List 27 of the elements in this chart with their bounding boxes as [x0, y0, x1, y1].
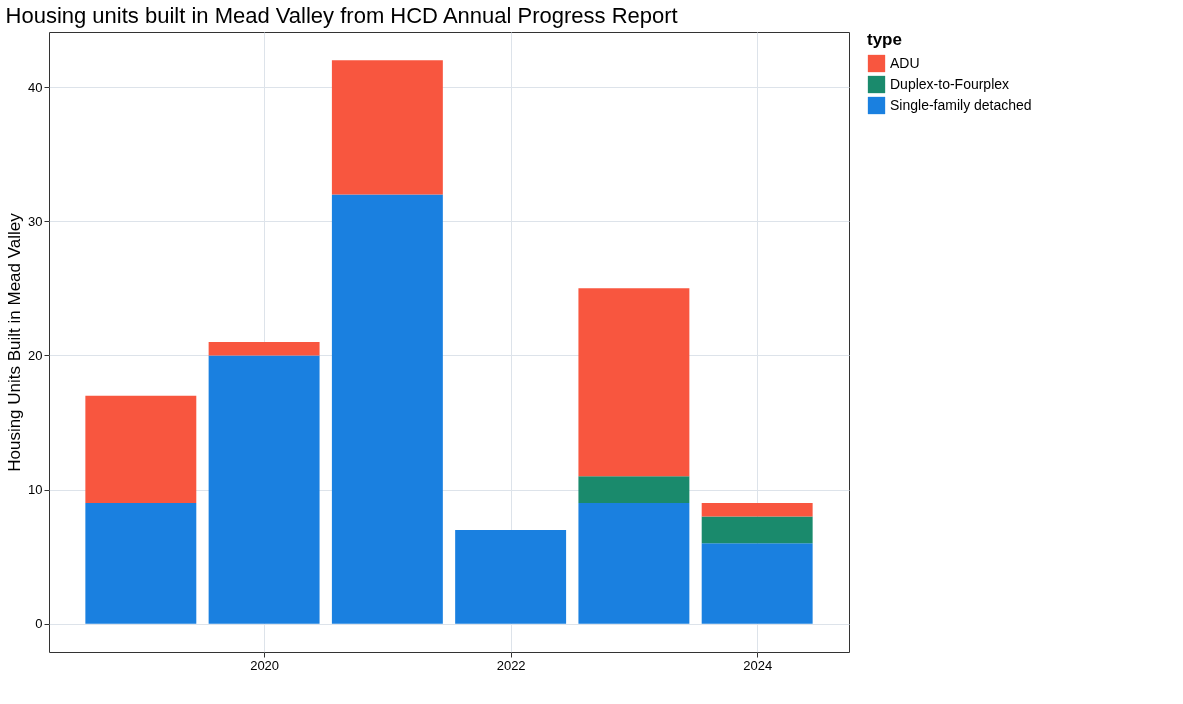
y-tick-label: 10 [28, 482, 43, 498]
x-tick-label: 2024 [743, 657, 773, 673]
bar [208, 355, 320, 624]
legend-label: ADU [890, 54, 920, 71]
bar [455, 529, 567, 624]
bar [578, 503, 690, 624]
bar [331, 60, 443, 195]
bar [85, 503, 197, 624]
legend-title: type [867, 30, 902, 49]
y-tick-label: 0 [35, 616, 43, 632]
bar [701, 503, 813, 517]
x-tick-label: 2020 [250, 657, 280, 673]
bar [331, 194, 443, 624]
legend-label: Duplex-to-Fourplex [890, 75, 1010, 92]
y-tick-label: 30 [28, 213, 43, 229]
y-tick-label: 40 [28, 79, 43, 95]
bar [578, 476, 690, 504]
x-tick-label: 2022 [496, 657, 526, 673]
bar [578, 288, 690, 477]
bar [701, 516, 813, 544]
bar [208, 342, 320, 356]
y-tick-label: 20 [28, 347, 43, 363]
bar [85, 395, 197, 504]
legend-label: Single-family detached [890, 96, 1032, 113]
chart-title: Housing units built in Mead Valley from HCD Annual Progress Report [5, 3, 678, 28]
bar [701, 543, 813, 624]
y-axis-title: Housing Units Built in Mead Valley [5, 212, 25, 472]
